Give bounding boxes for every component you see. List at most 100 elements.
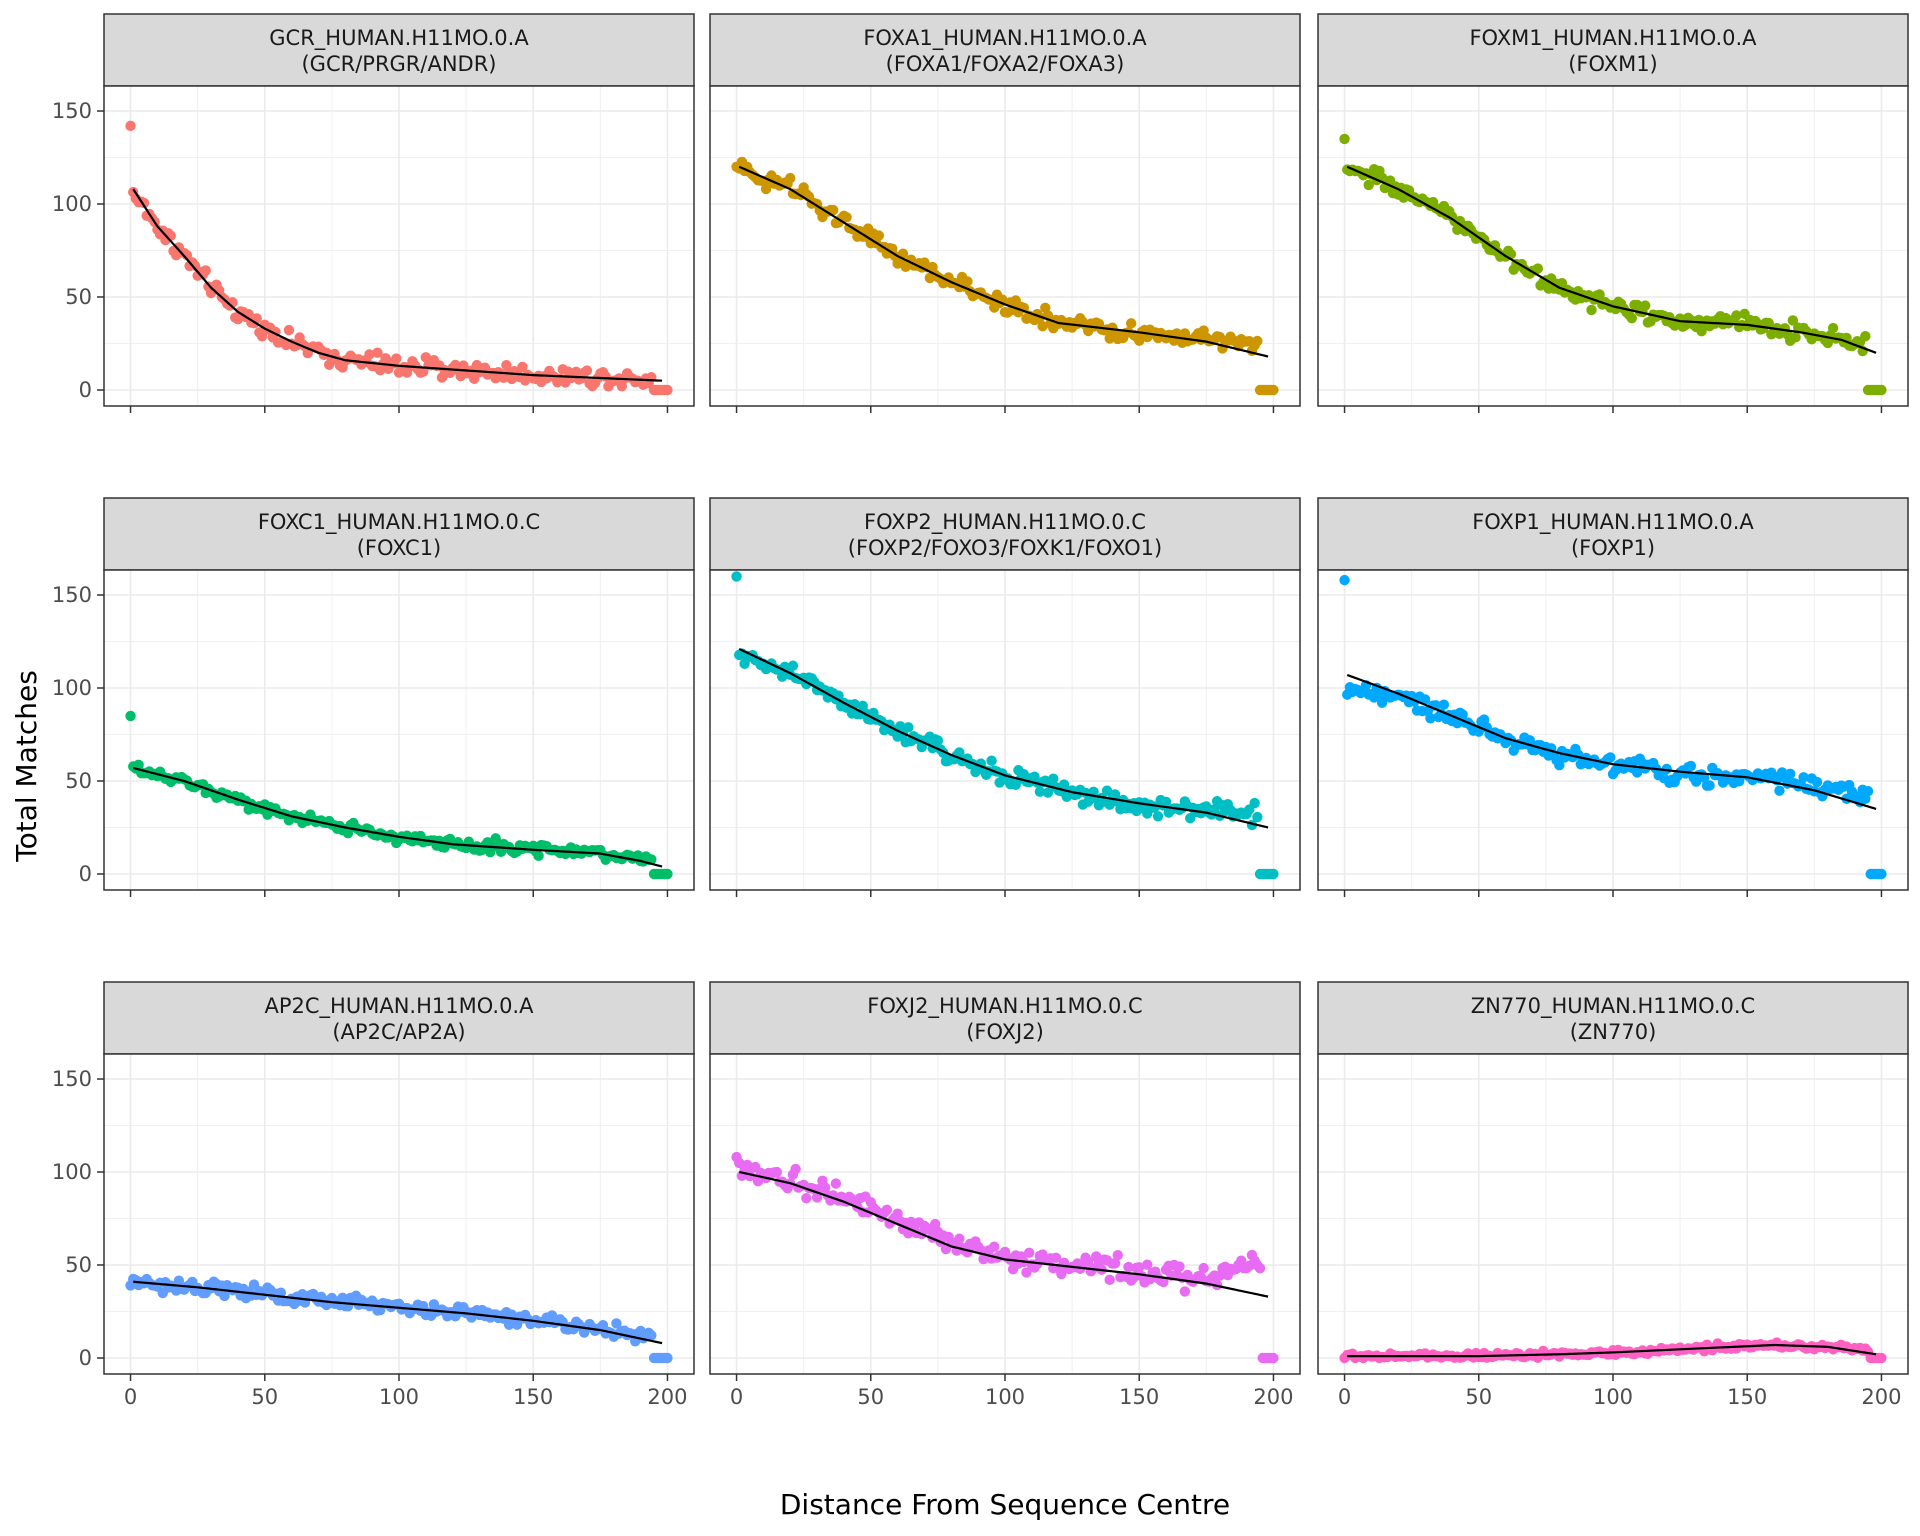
x-tick-label: 50 bbox=[251, 1385, 278, 1409]
facet-strip bbox=[103, 497, 695, 571]
scatter-point bbox=[1101, 785, 1113, 796]
point-series bbox=[731, 1151, 1279, 1364]
scatter-point bbox=[1198, 1262, 1209, 1274]
point-series bbox=[1339, 574, 1887, 880]
scatter-point bbox=[501, 359, 512, 371]
scatter-point bbox=[1339, 574, 1350, 586]
facet-title-line2: (FOXJ2) bbox=[966, 1020, 1044, 1044]
scatter-point bbox=[219, 1290, 230, 1302]
scatter-point bbox=[533, 850, 544, 862]
scatter-point bbox=[954, 1233, 965, 1244]
scatter-point bbox=[989, 1241, 1000, 1252]
scatter-point bbox=[1254, 1262, 1266, 1274]
facet-panels: GCR_HUMAN.H11MO.0.A(GCR/PRGR/ANDR) 0 50 100… bbox=[52, 13, 1909, 1409]
scatter-point bbox=[1109, 1258, 1121, 1269]
scatter-point bbox=[1774, 785, 1785, 796]
scatter-point bbox=[1268, 868, 1279, 880]
y-tick-label: 100 bbox=[52, 676, 92, 700]
scatter-point bbox=[734, 1157, 745, 1169]
scatter-point bbox=[646, 1330, 657, 1341]
scatter-point bbox=[1252, 335, 1263, 347]
scatter-point bbox=[1134, 335, 1145, 346]
scatter-point bbox=[1021, 1267, 1032, 1278]
scatter-point bbox=[1478, 714, 1490, 725]
scatter-point bbox=[1042, 787, 1054, 798]
scatter-point bbox=[986, 755, 997, 766]
scatter-point bbox=[1704, 780, 1715, 791]
scatter-point bbox=[962, 276, 973, 287]
smooth-trend-line bbox=[132, 188, 663, 382]
scatter-point bbox=[1631, 767, 1643, 778]
facet-title-line2: (FOXP2/FOXO3/FOXK1/FOXO1) bbox=[848, 536, 1162, 560]
scatter-point bbox=[1731, 310, 1742, 321]
y-tick-label: 100 bbox=[52, 192, 92, 216]
facet-title-line1: ZN770_HUMAN.H11MO.0.C bbox=[1471, 994, 1755, 1019]
x-tick-label: 0 bbox=[1338, 1385, 1351, 1409]
scatter-point bbox=[1798, 772, 1809, 783]
facet-title-line2: (FOXP1) bbox=[1571, 536, 1655, 560]
x-tick-label: 150 bbox=[1119, 1385, 1159, 1409]
x-tick-label: 100 bbox=[1593, 1385, 1633, 1409]
scatter-point bbox=[1179, 1286, 1191, 1297]
scatter-point bbox=[787, 660, 799, 671]
facet-strip bbox=[103, 981, 695, 1055]
smooth-trend-line bbox=[738, 1170, 1269, 1298]
scatter-point bbox=[1268, 1352, 1279, 1364]
facet-title-line2: (ZN770) bbox=[1570, 1020, 1657, 1044]
scatter-point bbox=[1419, 694, 1431, 705]
scatter-point bbox=[1457, 709, 1468, 720]
y-tick-label: 150 bbox=[52, 99, 92, 123]
scatter-point bbox=[125, 120, 136, 132]
facet-title-line1: FOXC1_HUMAN.H11MO.0.C bbox=[258, 510, 540, 535]
y-axis-title: Total Matches bbox=[10, 670, 43, 863]
scatter-point bbox=[1811, 776, 1823, 788]
facet-title-line1: FOXM1_HUMAN.H11MO.0.A bbox=[1469, 26, 1757, 51]
scatter-point bbox=[1626, 312, 1637, 324]
x-tick-label: 100 bbox=[379, 1385, 419, 1409]
facet-strip bbox=[1317, 981, 1909, 1055]
scatter-point bbox=[1790, 332, 1801, 343]
scatter-point bbox=[1142, 1259, 1153, 1270]
scatter-point bbox=[611, 1318, 622, 1329]
facet-title-line2: (FOXC1) bbox=[357, 536, 442, 560]
scatter-point bbox=[903, 722, 914, 733]
x-tick-label: 200 bbox=[647, 1385, 687, 1409]
smooth-trend-line bbox=[133, 1280, 663, 1345]
x-tick-label: 0 bbox=[730, 1385, 743, 1409]
scatter-point bbox=[1050, 1252, 1062, 1263]
scatter-point bbox=[1784, 768, 1796, 780]
scatter-point bbox=[173, 1275, 185, 1286]
y-tick-label: 50 bbox=[65, 285, 92, 309]
y-tick-label: 100 bbox=[52, 1160, 92, 1184]
x-tick-label: 150 bbox=[513, 1385, 553, 1409]
scatter-point bbox=[1123, 1261, 1134, 1273]
scatter-point bbox=[954, 747, 965, 758]
scatter-point bbox=[1685, 760, 1697, 772]
facet-strip bbox=[1317, 497, 1909, 571]
scatter-point bbox=[841, 212, 852, 223]
y-tick-label: 0 bbox=[79, 1346, 92, 1370]
scatter-point bbox=[731, 571, 742, 582]
scatter-point bbox=[1532, 263, 1544, 274]
smooth-trend-line bbox=[132, 766, 663, 868]
scatter-point bbox=[1174, 1261, 1185, 1272]
scatter-point bbox=[1524, 735, 1535, 746]
facet-title-line1: FOXA1_HUMAN.H11MO.0.A bbox=[863, 26, 1147, 51]
scatter-point bbox=[873, 230, 885, 241]
y-tick-label: 0 bbox=[79, 862, 92, 886]
facet-title-line2: (AP2C/AP2A) bbox=[332, 1020, 465, 1044]
facet-panel: FOXA1_HUMAN.H11MO.0.A(FOXA1/FOXA2/FOXA3) bbox=[709, 13, 1301, 413]
scatter-point bbox=[1594, 289, 1605, 300]
scatter-point bbox=[771, 1166, 783, 1178]
scatter-point bbox=[337, 1292, 348, 1304]
x-tick-label: 0 bbox=[124, 1385, 137, 1409]
facet-panel: GCR_HUMAN.H11MO.0.A(GCR/PRGR/ANDR) 0 50 100… bbox=[52, 13, 695, 413]
scatter-point bbox=[1363, 179, 1374, 191]
smooth-trend-line bbox=[1347, 1343, 1877, 1358]
scatter-point bbox=[1104, 1274, 1115, 1286]
scatter-point bbox=[1827, 322, 1839, 334]
facet-panel: ZN770_HUMAN.H11MO.0.C(ZN770) 0 50 100 150 200 bbox=[1317, 981, 1909, 1409]
x-tick-label: 50 bbox=[857, 1385, 884, 1409]
scatter-point bbox=[662, 384, 673, 396]
